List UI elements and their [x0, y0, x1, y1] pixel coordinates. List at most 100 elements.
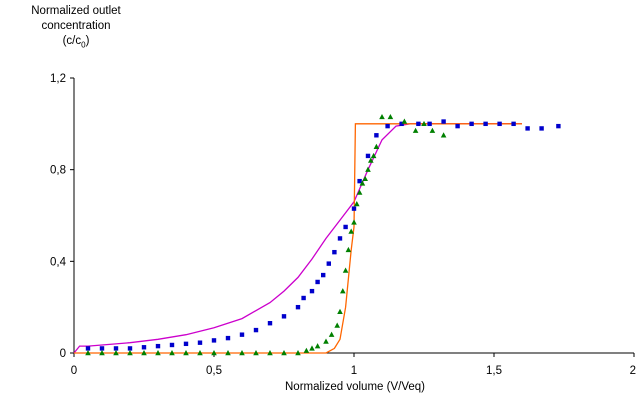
x-tick-label-0: 0 [71, 365, 77, 377]
series-1-point-20 [328, 331, 335, 337]
series-1-point-17 [309, 345, 315, 351]
series-0-point-34 [469, 121, 474, 127]
series-1-point-5 [155, 350, 161, 356]
series-1-point-23 [340, 288, 346, 294]
series-0-markers [85, 119, 561, 351]
series-0-point-17 [309, 288, 315, 294]
series-0-point-38 [525, 126, 530, 131]
x-axis-title: Normalized volume (V/Veq) [285, 381, 425, 393]
series-0-point-23 [343, 224, 348, 230]
y-axis-title-line-3: (c/c0) [0, 34, 152, 52]
series-1-point-1 [99, 350, 105, 356]
series-0-point-2 [113, 346, 119, 351]
series-0-point-7 [183, 341, 189, 347]
series-0-point-40 [556, 123, 561, 129]
series-1-point-18 [314, 343, 321, 349]
series-0-point-5 [155, 343, 161, 349]
y-axis-title-suffix: ) [85, 35, 90, 47]
series-1-point-41 [429, 127, 436, 133]
series-0-point-12 [253, 327, 259, 333]
series-0-point-14 [281, 314, 287, 319]
y-tick-label-0: 0 [60, 348, 66, 360]
y-tick-label-2: 0,8 [50, 165, 66, 177]
series-1-point-40 [421, 120, 427, 127]
series-1-point-37 [387, 113, 394, 120]
series-1-point-26 [348, 228, 354, 234]
x-tick-label-2: 1 [351, 365, 357, 377]
y-axis-title-prefix: (c/c [62, 35, 82, 47]
series-1-point-36 [379, 113, 385, 120]
series-0-point-21 [332, 249, 337, 255]
series-1-point-25 [345, 246, 352, 253]
series-0-point-39 [539, 126, 544, 131]
series-0-point-11 [239, 332, 245, 337]
series-1-markers [85, 113, 447, 356]
series-3-line [74, 123, 522, 354]
series-0-point-27 [374, 133, 379, 138]
series-0-point-6 [169, 342, 175, 348]
series-1-point-14 [281, 350, 287, 356]
series-0-point-36 [497, 121, 502, 127]
x-tick-label-3: 1,5 [486, 365, 502, 377]
series-1-point-21 [334, 322, 340, 328]
series-0-point-0 [85, 346, 91, 351]
series-1-point-39 [412, 127, 419, 133]
series-1-point-3 [127, 350, 133, 356]
series-0-point-30 [416, 121, 421, 127]
series-0-point-25 [357, 178, 362, 184]
series-0-point-19 [321, 272, 326, 278]
series-1-point-0 [85, 350, 91, 356]
y-axis-title-line-2: concentration [41, 20, 111, 32]
series-1-point-11 [239, 350, 245, 356]
series-0-point-8 [197, 340, 203, 345]
series-1-point-28 [354, 201, 360, 207]
series-1-point-33 [368, 157, 374, 163]
series-0-point-31 [427, 121, 432, 127]
y-tick-label-3: 1,2 [50, 73, 66, 85]
series-0-point-24 [351, 206, 357, 211]
series-1-point-34 [370, 152, 377, 159]
series-1-point-15 [295, 350, 301, 356]
series-1-point-6 [169, 350, 175, 356]
series-1-point-32 [365, 166, 371, 172]
y-axis-title-line-1: Normalized outlet [31, 5, 121, 17]
series-1-point-30 [359, 180, 366, 186]
series-2-line [73, 123, 522, 354]
y-tick-label-1: 0,4 [50, 256, 67, 268]
series-1-point-16 [303, 347, 310, 353]
series-1-point-29 [356, 189, 363, 195]
y-axis-title-subscript: 0 [81, 40, 86, 50]
x-tick-label-1: 0,5 [206, 365, 222, 377]
series-0-point-10 [225, 335, 231, 341]
series-0-point-1 [99, 346, 105, 351]
series-0-point-35 [483, 121, 488, 127]
series-0-point-37 [511, 121, 516, 127]
series-1-point-10 [225, 350, 231, 356]
series-1-point-12 [253, 350, 259, 356]
series-1-point-42 [440, 132, 447, 138]
series-1-point-9 [211, 350, 217, 356]
series-1-point-2 [113, 350, 119, 356]
series-0-point-13 [267, 321, 273, 326]
series-0-point-28 [385, 123, 390, 129]
series-1-point-24 [342, 267, 349, 273]
series-1-point-38 [401, 118, 408, 124]
series-0-point-32 [441, 119, 446, 124]
x-tick-label-4: 2 [630, 365, 636, 377]
series-1-point-4 [141, 350, 147, 356]
series-1-point-22 [337, 308, 343, 314]
series-1-point-7 [183, 350, 189, 356]
series-0-point-26 [365, 153, 371, 159]
series-1-point-13 [267, 350, 273, 356]
series-1-point-8 [197, 350, 203, 356]
series-0-point-15 [295, 304, 301, 310]
series-0-point-9 [211, 338, 217, 343]
series-0-point-18 [315, 279, 320, 285]
series-1-point-31 [362, 175, 368, 182]
series-0-point-22 [337, 236, 343, 241]
series-0-point-33 [455, 123, 460, 129]
series-0-point-16 [301, 295, 306, 301]
series-1-point-27 [351, 219, 357, 225]
series-1-point-35 [373, 143, 380, 149]
